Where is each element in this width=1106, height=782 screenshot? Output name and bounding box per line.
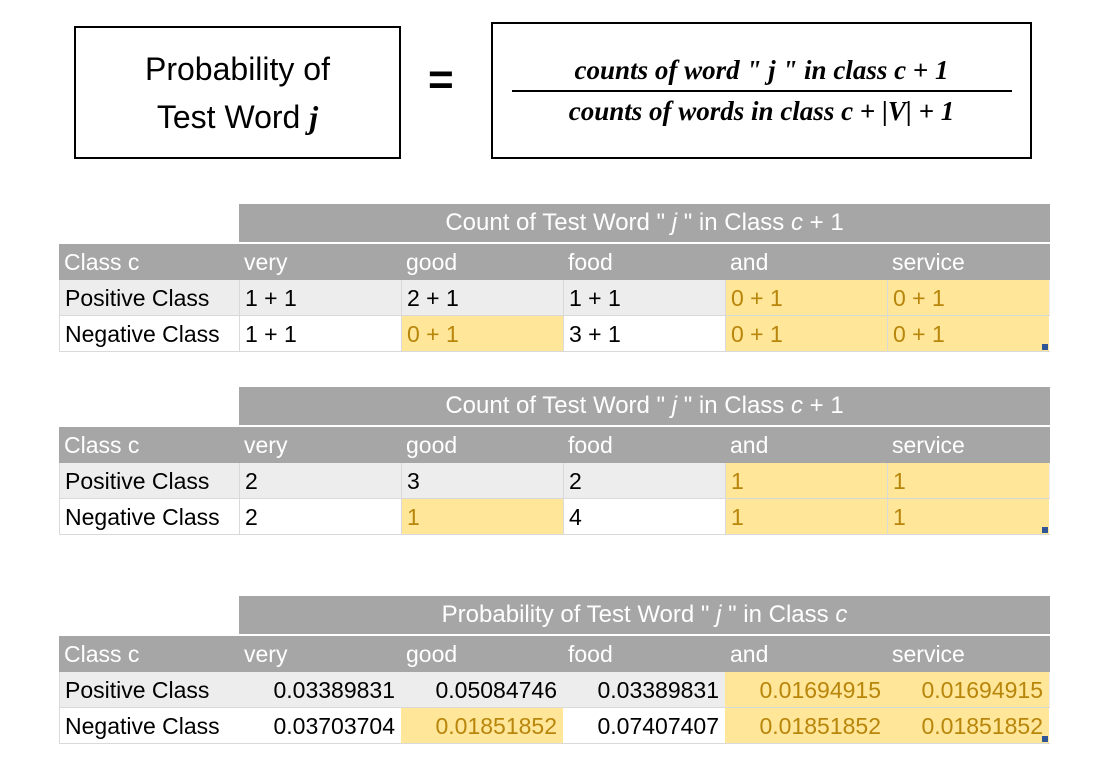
header-cell: food	[568, 432, 613, 458]
table-cell-highlighted: 1	[401, 499, 563, 534]
header-cell: good	[406, 641, 458, 667]
table-row: Negative Class 2 1 4 1 1	[59, 499, 1050, 535]
fraction-bar	[511, 89, 1012, 92]
row-label: Negative Class	[59, 499, 239, 534]
header-cell: good	[406, 432, 458, 458]
header-row: Class c very good food and service	[59, 244, 1050, 280]
table-cell: 0.05084746	[435, 677, 557, 703]
table-cell-highlighted: 1	[725, 463, 887, 498]
header-cell: and	[730, 249, 769, 275]
table-cell: 2	[239, 463, 401, 498]
table-cell: 0.03389831	[273, 677, 395, 703]
caption-mid: " in Class	[721, 601, 836, 628]
header-cell: Class c	[64, 641, 140, 667]
table-cell-highlighted: 1	[887, 463, 1049, 498]
table-cell: 0.03389831	[597, 677, 719, 703]
header-cell: Class c	[64, 249, 140, 275]
formula-lhs-text: Test Word	[156, 98, 310, 135]
caption-var: j	[671, 209, 678, 236]
formula-lhs-line2: Test Word j	[157, 93, 318, 141]
header-cell: very	[244, 249, 288, 275]
table-cell: 2	[563, 463, 725, 498]
header-cell: and	[730, 641, 769, 667]
caption-prefix: Count of Test Word "	[445, 392, 672, 419]
table-cell-highlighted: 0.01851852	[887, 708, 1049, 743]
table-caption: Count of Test Word " j " in Class c + 1	[239, 204, 1050, 242]
resize-handle[interactable]	[1042, 736, 1048, 742]
table-cell-highlighted: 0.01694915	[725, 672, 887, 707]
formula-rhs-box: counts of word " j " in class c + 1 coun…	[491, 22, 1032, 159]
caption-var2: c	[835, 601, 848, 628]
table-cell-highlighted: 1	[725, 499, 887, 534]
table-cell-highlighted: 0.01851852	[401, 708, 563, 743]
header-cell: and	[730, 432, 769, 458]
formula-lhs-line1: Probability of	[145, 50, 330, 87]
table-cell: 3	[401, 463, 563, 498]
header-cell: service	[892, 249, 965, 275]
caption-var2: c	[790, 209, 803, 236]
table-row: Positive Class 0.03389831 0.05084746 0.0…	[59, 672, 1050, 708]
table-cell: 1 + 1	[239, 280, 401, 315]
table-cell: 3 + 1	[563, 316, 725, 351]
header-cell: Class c	[64, 432, 140, 458]
row-label: Positive Class	[59, 463, 239, 498]
formula-denominator: counts of words in class c + |V| + 1	[568, 95, 955, 126]
row-label: Positive Class	[59, 280, 239, 315]
table-cell: 2 + 1	[401, 280, 563, 315]
table-cell-highlighted: 0 + 1	[725, 316, 887, 351]
table-caption: Probability of Test Word " j " in Class …	[239, 596, 1050, 634]
caption-suffix: + 1	[802, 209, 844, 236]
table-cell: 1 + 1	[239, 316, 401, 351]
caption-var2: c	[790, 392, 803, 419]
header-cell: very	[244, 432, 288, 458]
caption-suffix: + 1	[802, 392, 844, 419]
table-cell-highlighted: 0.01851852	[725, 708, 887, 743]
table-cell: 2	[239, 499, 401, 534]
table-cell: 1 + 1	[563, 280, 725, 315]
caption-mid: " in Class	[677, 392, 791, 419]
header-cell: service	[892, 432, 965, 458]
table-cell: 0.07407407	[597, 713, 719, 739]
resize-handle[interactable]	[1042, 527, 1048, 533]
row-label: Negative Class	[59, 316, 239, 351]
count-result-table: Count of Test Word " j " in Class c + 1 …	[59, 387, 1050, 535]
header-cell: very	[244, 641, 288, 667]
header-cell: food	[568, 249, 613, 275]
table-row: Positive Class 2 3 2 1 1	[59, 463, 1050, 499]
caption-mid: " in Class	[677, 209, 791, 236]
table-cell-highlighted: 0 + 1	[725, 280, 887, 315]
formula-lhs-box: Probability of Test Word j	[74, 26, 401, 159]
caption-prefix: Probability of Test Word "	[441, 601, 717, 628]
table-row: Negative Class 0.03703704 0.01851852 0.0…	[59, 708, 1050, 744]
table-cell: 0.03703704	[273, 713, 395, 739]
header-row: Class c very good food and service	[59, 427, 1050, 463]
table-cell-highlighted: 0.01694915	[887, 672, 1049, 707]
equals-sign: =	[428, 55, 454, 104]
count-plus-one-table: Count of Test Word " j " in Class c + 1 …	[59, 204, 1050, 352]
caption-var: j	[716, 601, 722, 628]
probability-table: Probability of Test Word " j " in Class …	[59, 596, 1050, 744]
header-cell: food	[568, 641, 613, 667]
table-cell: 4	[563, 499, 725, 534]
table-cell-highlighted: 0 + 1	[401, 316, 563, 351]
table-row: Positive Class 1 + 1 2 + 1 1 + 1 0 + 1 0…	[59, 280, 1050, 316]
caption-var: j	[671, 392, 678, 419]
table-cell-highlighted: 0 + 1	[887, 280, 1049, 315]
row-label: Negative Class	[59, 708, 239, 743]
table-caption: Count of Test Word " j " in Class c + 1	[239, 387, 1050, 425]
formula-numerator: counts of word " j " in class c + 1	[574, 54, 949, 85]
caption-prefix: Count of Test Word "	[445, 209, 672, 236]
resize-handle[interactable]	[1042, 344, 1048, 350]
header-cell: good	[406, 249, 458, 275]
header-row: Class c very good food and service	[59, 636, 1050, 672]
header-cell: service	[892, 641, 965, 667]
table-cell-highlighted: 0 + 1	[887, 316, 1049, 351]
table-row: Negative Class 1 + 1 0 + 1 3 + 1 0 + 1 0…	[59, 316, 1050, 352]
formula-lhs-var: j	[309, 98, 319, 135]
row-label: Positive Class	[59, 672, 239, 707]
table-cell-highlighted: 1	[887, 499, 1049, 534]
